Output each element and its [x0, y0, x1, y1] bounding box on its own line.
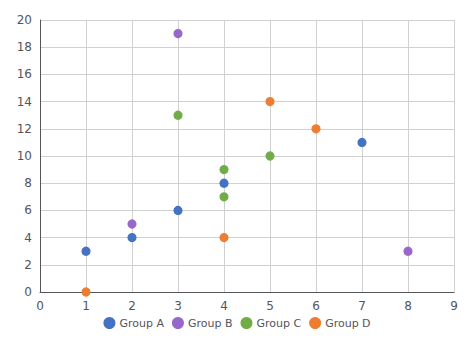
- svg-text:12: 12: [17, 122, 32, 136]
- svg-text:5: 5: [266, 299, 274, 313]
- svg-text:0: 0: [36, 299, 44, 313]
- svg-text:Group C: Group C: [256, 317, 301, 330]
- svg-text:Group B: Group B: [188, 317, 233, 330]
- svg-text:6: 6: [24, 203, 32, 217]
- svg-text:7: 7: [358, 299, 366, 313]
- svg-text:6: 6: [312, 299, 320, 313]
- svg-text:2: 2: [128, 299, 136, 313]
- svg-text:Group A: Group A: [119, 317, 164, 330]
- svg-text:4: 4: [220, 299, 228, 313]
- svg-text:20: 20: [17, 13, 32, 27]
- svg-text:2: 2: [24, 258, 32, 272]
- svg-text:3: 3: [174, 299, 182, 313]
- svg-text:18: 18: [17, 40, 32, 54]
- svg-text:16: 16: [17, 67, 32, 81]
- svg-text:4: 4: [24, 231, 32, 245]
- svg-text:14: 14: [17, 95, 32, 109]
- svg-text:10: 10: [17, 149, 32, 163]
- svg-text:8: 8: [24, 176, 32, 190]
- svg-text:Group D: Group D: [325, 317, 370, 330]
- svg-text:8: 8: [404, 299, 412, 313]
- svg-text:0: 0: [24, 285, 32, 299]
- svg-text:9: 9: [450, 299, 458, 313]
- svg-text:1: 1: [82, 299, 90, 313]
